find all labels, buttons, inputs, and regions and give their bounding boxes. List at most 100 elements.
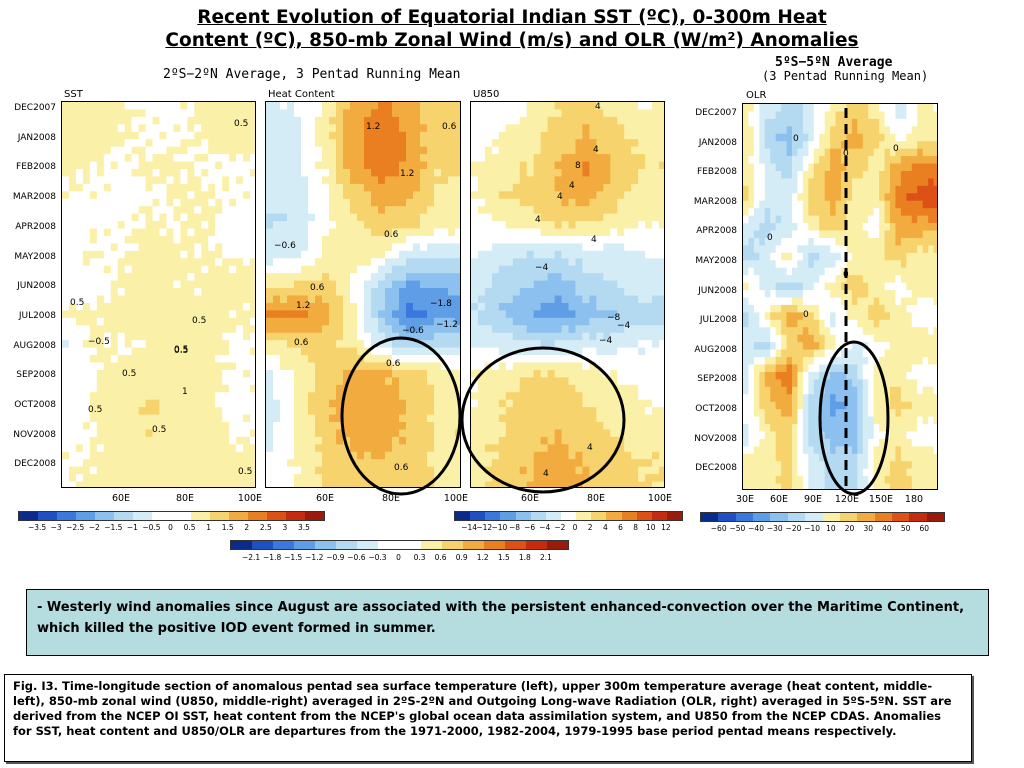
heatmap-cell — [350, 146, 358, 155]
heatmap-cell — [343, 206, 351, 215]
heatmap-cell — [308, 124, 316, 133]
heatmap-cell — [484, 355, 493, 364]
heatmap-cell — [406, 451, 414, 460]
heatmap-cell — [427, 332, 435, 341]
heatmap-cell — [624, 146, 632, 155]
heatmap-cell — [82, 176, 91, 185]
heatmap-cell — [434, 466, 442, 475]
heatmap-cell — [911, 163, 918, 172]
heatmap-cell — [166, 221, 175, 230]
heatmap-cell — [273, 258, 281, 267]
heatmap-cell — [830, 170, 837, 180]
heatmap-cell — [589, 310, 597, 319]
heatmap-cell — [392, 228, 400, 237]
heatmap-cell — [201, 228, 209, 237]
heatmap-cell — [215, 436, 223, 445]
heatmap-cell — [547, 325, 556, 334]
heatmap-cell — [385, 444, 393, 453]
heatmap-cell — [477, 355, 486, 364]
heatmap-cell — [236, 206, 244, 215]
heatmap-cell — [287, 124, 295, 133]
heatmap-cell — [617, 392, 625, 401]
heatmap-cell — [540, 355, 549, 364]
heatmap-cell — [180, 407, 188, 416]
heatmap-cell — [819, 170, 826, 180]
heatmap-cell — [378, 436, 386, 445]
heatmap-cell — [117, 325, 126, 334]
heatmap-cell — [110, 347, 119, 356]
heatmap-cell — [385, 154, 393, 163]
heatmap-cell — [575, 295, 584, 304]
heatmap-cell — [243, 139, 251, 148]
heatmap-cell — [75, 407, 84, 416]
heatmap-cell — [110, 466, 119, 475]
heatmap-cell — [748, 185, 755, 194]
heatmap-cell — [617, 369, 625, 378]
heatmap-cell — [603, 183, 611, 192]
heatmap-cell — [792, 163, 799, 172]
heatmap-cell — [399, 109, 407, 118]
heatmap-cell — [617, 161, 625, 170]
heatmap-cell — [505, 258, 514, 267]
heatmap-cell — [846, 185, 853, 194]
heatmap-cell — [477, 369, 486, 378]
heatmap-cell — [851, 126, 858, 135]
heatmap-cell — [484, 384, 493, 393]
heatmap-cell — [301, 146, 309, 155]
heatmap-cell — [243, 459, 251, 468]
heatmap-cell — [371, 213, 379, 222]
left-month-tick: MAY2008 — [14, 251, 56, 262]
heatmap-cell — [243, 183, 251, 192]
heatmap-cell — [350, 384, 358, 393]
heatmap-cell — [201, 250, 209, 259]
heatmap-cell — [484, 347, 493, 356]
heatmap-cell — [645, 258, 653, 267]
heatmap-cell — [533, 265, 542, 274]
heatmap-cell — [103, 481, 112, 487]
heatmap-cell — [933, 111, 937, 120]
heatmap-cell — [273, 362, 281, 371]
heatmap-cell — [455, 436, 460, 445]
heatmap-cell — [441, 392, 449, 401]
heatmap-cell — [770, 208, 777, 217]
heatmap-cell — [336, 265, 344, 274]
heatmap-cell — [808, 156, 815, 165]
heatmap-cell — [89, 302, 98, 311]
heatmap-cell — [617, 377, 625, 386]
heatmap-cell — [315, 146, 323, 155]
heatmap-cell — [582, 243, 590, 252]
heatmap-cell — [152, 422, 161, 431]
heatmap-cell — [215, 355, 223, 364]
heatmap-cell — [350, 407, 358, 416]
heatmap-cell — [82, 273, 91, 282]
heatmap-cell — [357, 355, 365, 364]
heatmap-cell — [208, 310, 216, 319]
heatmap-cell — [764, 163, 771, 172]
heatmap-cell — [759, 170, 766, 180]
heatmap-cell — [906, 200, 913, 209]
heatmap-cell — [329, 444, 337, 453]
heatmap-cell — [471, 258, 479, 267]
heatmap-cell — [229, 146, 237, 155]
heatmap-cell — [173, 213, 181, 222]
heatmap-cell — [201, 139, 209, 148]
heatmap-cell — [895, 133, 902, 142]
heatmap-cell — [110, 302, 119, 311]
heatmap-cell — [652, 109, 660, 118]
heatmap-cell — [96, 340, 105, 349]
heatmap-cell — [180, 369, 188, 378]
heatmap-cell — [357, 258, 365, 267]
heatmap-cell — [138, 168, 147, 178]
heatmap-cell — [659, 198, 664, 207]
heatmap-cell — [610, 325, 618, 334]
heatmap-cell — [603, 459, 611, 468]
heatmap-cell — [166, 302, 175, 311]
heatmap-cell — [406, 280, 414, 289]
heatmap-cell — [420, 347, 428, 356]
heatmap-cell — [596, 228, 604, 237]
heatmap-cell — [603, 377, 611, 386]
heatmap-cell — [385, 258, 393, 267]
heatmap-cell — [589, 258, 597, 267]
heatmap-cell — [208, 235, 216, 244]
heatmap-cell — [631, 116, 639, 125]
